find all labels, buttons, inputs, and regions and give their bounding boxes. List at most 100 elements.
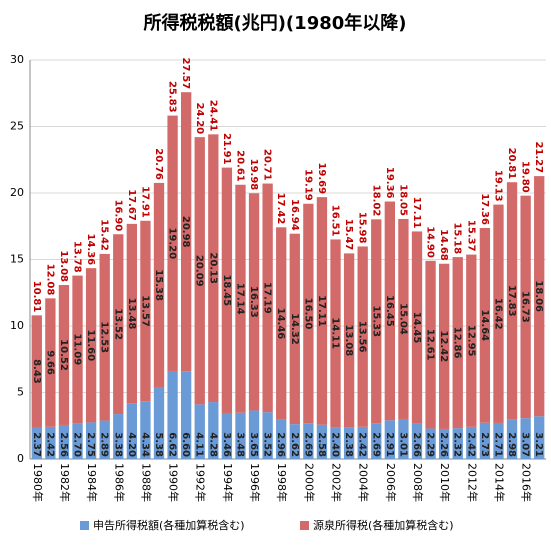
total-label: 19.36 [384,167,395,199]
total-label: 19.13 [492,170,503,202]
x-tick-label: 2016年 [520,463,534,502]
bar-segment [520,195,531,419]
legend-swatch [300,521,309,530]
value-label: 2.56 [58,432,69,457]
bar-segment [330,239,341,428]
bar-segment [357,426,368,459]
bar-segment [221,167,233,413]
value-label: 2.73 [479,432,490,457]
x-tick-label: 2014年 [492,463,506,502]
bar-segment [520,418,531,459]
bar-segment [113,414,124,459]
value-label: 6.62 [167,432,178,457]
x-tick-label: 1994年 [221,463,235,502]
bar-segment [343,427,355,459]
value-label: 13.48 [126,298,137,330]
value-label: 2.26 [438,432,449,457]
total-label: 27.57 [180,58,191,90]
bar-segment [411,423,423,459]
value-label: 3.38 [112,432,123,457]
total-label: 18.02 [370,185,381,217]
legend-label: 申告所得税額(各種加算税含む) [93,518,245,532]
bar-segment [262,183,273,413]
bar-segment [180,92,192,372]
value-label: 19.20 [167,227,178,259]
y-tick-label: 25 [10,120,24,133]
y-tick-label: 15 [10,253,24,266]
value-label: 2.96 [275,432,286,457]
bar-segment [194,137,205,405]
legend-swatch [80,521,89,530]
value-label: 9.66 [44,350,55,375]
total-label: 21.27 [533,141,544,173]
bar-segment [303,423,314,459]
x-tick-label: 2000年 [302,463,316,502]
value-label: 2.89 [99,432,110,457]
value-label: 2.42 [44,432,55,457]
x-tick-label: 1980年 [31,463,45,502]
value-label: 14.46 [275,308,286,340]
bar-segment [113,234,124,415]
bar-segment [398,418,409,459]
total-label: 16.90 [112,200,123,232]
value-label: 2.29 [425,432,436,457]
value-label: 13.52 [112,308,123,340]
bar-segment [371,219,382,424]
x-tick-label: 2012年 [465,463,479,502]
total-label: 18.05 [397,184,408,216]
total-label: 21.91 [221,133,232,165]
total-label: 19.19 [302,169,313,201]
value-label: 3.01 [397,432,408,457]
x-tick-label: 1984年 [85,463,99,502]
x-tick-label: 1986年 [112,463,126,502]
value-label: 2.91 [384,432,395,457]
total-label: 16.51 [330,205,341,237]
bar-segment [479,227,491,423]
value-label: 2.66 [411,432,422,457]
total-label: 15.37 [465,220,476,252]
total-label: 15.47 [343,219,354,251]
value-label: 4.34 [139,432,150,457]
total-label: 17.11 [411,197,422,229]
value-label: 2.62 [289,432,300,457]
x-tick-label: 1996年 [248,463,262,502]
bar-segment [398,218,409,419]
bar-segment [235,184,246,413]
value-label: 12.61 [425,329,436,361]
value-label: 3.07 [520,432,531,457]
value-label: 10.52 [58,339,69,371]
value-label: 16.50 [302,298,313,330]
bar-segment [140,220,151,402]
total-label: 15.42 [99,219,110,251]
value-label: 13.08 [343,325,354,357]
bar-segment [85,268,97,423]
total-label: 20.76 [153,148,164,180]
total-label: 25.83 [167,81,178,113]
bar-segment [167,370,178,459]
value-label: 16.45 [384,295,395,327]
value-label: 18.06 [533,280,544,312]
bar-segment [452,257,463,429]
total-label: 19.69 [316,162,327,194]
bar-segment [316,424,328,459]
bar-segment [153,387,165,459]
value-label: 20.09 [194,255,205,287]
value-label: 2.75 [85,432,96,457]
value-label: 2.69 [370,432,381,457]
value-label: 2.37 [31,432,42,457]
value-label: 11.09 [72,334,83,366]
bar-segment [45,298,56,427]
bar-segment [384,201,396,421]
bar-segment [506,419,518,459]
total-label: 14.68 [438,229,449,261]
value-label: 5.38 [153,432,164,457]
total-label: 24.41 [207,100,218,132]
bar-segment [466,254,477,427]
value-label: 3.48 [234,432,245,457]
bar-segment [262,412,273,459]
bar-segment [180,371,192,459]
x-tick-label: 1988年 [139,463,153,502]
value-label: 13.57 [139,295,150,327]
total-label: 20.71 [262,149,273,181]
value-label: 12.86 [452,327,463,359]
